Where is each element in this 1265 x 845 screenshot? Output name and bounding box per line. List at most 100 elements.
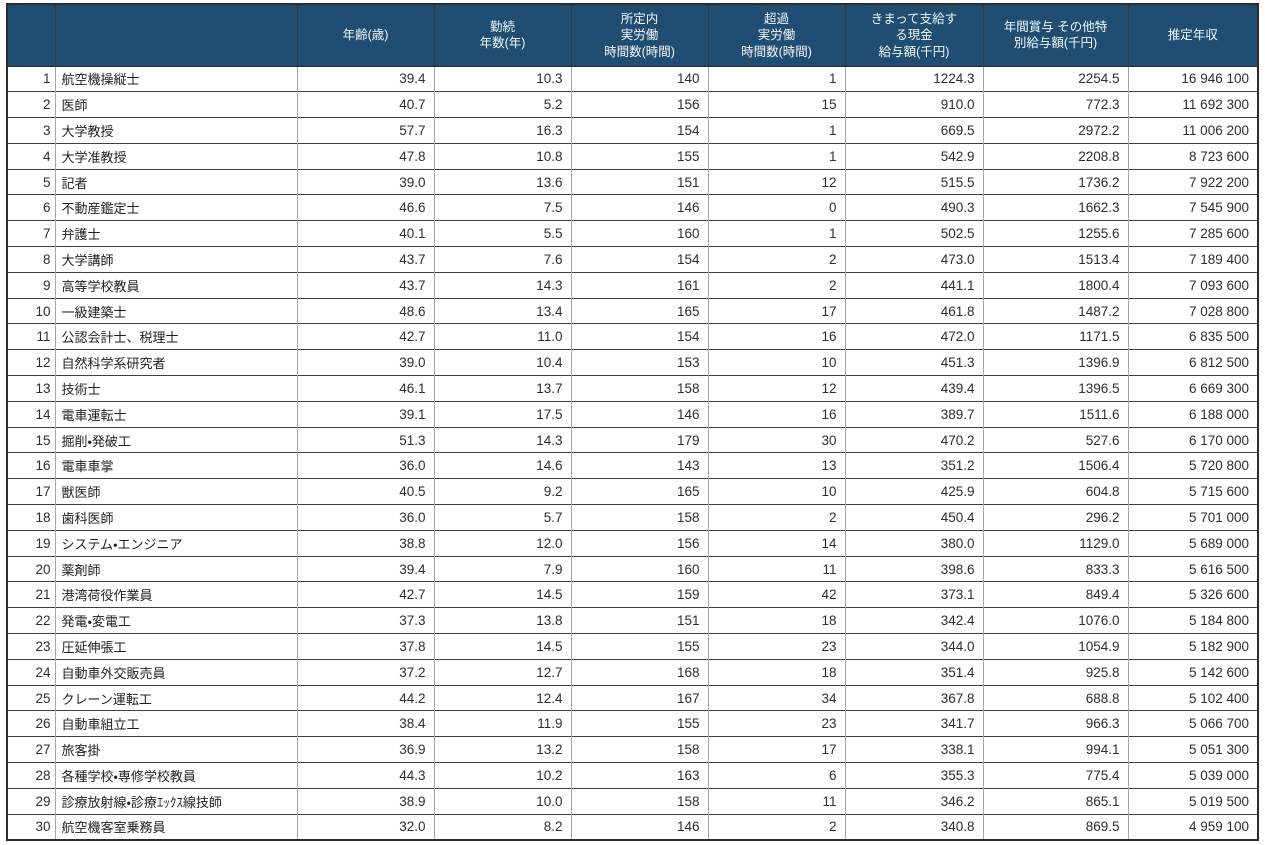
cell-monthly-salary: 389.7 (844, 400, 983, 428)
cell-occupation: クレーン運転工 (54, 684, 297, 711)
cell-scheduled-hours: 154 (570, 323, 708, 350)
cell-overtime-hours: 16 (707, 400, 845, 428)
cell-annual-bonus: 1076.0 (982, 607, 1128, 634)
cell-annual-bonus: 775.4 (982, 762, 1128, 789)
cell-age: 51.3 (296, 426, 434, 453)
cell-rank: 26 (7, 710, 55, 737)
cell-tenure: 13.2 (433, 736, 571, 763)
cell-rank: 20 (7, 555, 55, 582)
cell-scheduled-hours: 151 (570, 607, 708, 634)
cell-tenure: 14.5 (433, 633, 571, 660)
cell-overtime-hours: 42 (707, 581, 845, 608)
cell-tenure: 16.3 (433, 117, 571, 144)
cell-age: 39.4 (296, 555, 434, 582)
cell-overtime-hours: 2 (707, 246, 845, 273)
cell-scheduled-hours: 151 (570, 168, 708, 195)
cell-occupation: 大学教授 (54, 117, 297, 144)
cell-occupation: 一級建築士 (54, 297, 297, 324)
cell-tenure: 14.6 (433, 452, 571, 479)
cell-estimated-income: 5 715 600 (1127, 478, 1258, 505)
cell-rank: 2 (7, 91, 55, 118)
cell-estimated-income: 5 689 000 (1127, 529, 1258, 557)
cell-overtime-hours: 2 (707, 271, 845, 299)
cell-occupation: 自動車組立工 (54, 710, 297, 737)
cell-monthly-salary: 340.8 (844, 813, 983, 840)
cell-age: 42.7 (296, 581, 434, 608)
cell-estimated-income: 5 616 500 (1127, 555, 1258, 582)
cell-scheduled-hours: 146 (570, 194, 708, 221)
cell-rank: 1 (42, 71, 51, 87)
cell-tenure: 13.4 (433, 297, 571, 324)
cell-occupation: 発電・変電工 (54, 607, 297, 634)
cell-scheduled-hours: 158 (570, 375, 708, 402)
cell-scheduled-hours: 140 (570, 66, 708, 92)
cell-estimated-income: 5 066 700 (1127, 710, 1258, 737)
cell-monthly-salary: 461.8 (844, 297, 983, 324)
cell-rank: 13 (7, 375, 55, 402)
table-row: 2 医師 40.7 5.2 156 15 910.0 772.3 11 692 300 (7, 91, 1258, 118)
cell-scheduled-hours: 153 (570, 349, 708, 376)
cell-scheduled-hours: 165 (570, 297, 708, 324)
cell-scheduled-hours: 160 (570, 220, 708, 247)
col-header-scheduled-hours: 所定内 実労働 時間数(時間) (570, 4, 708, 67)
cell-annual-bonus: 1171.5 (982, 323, 1128, 350)
cell-rank: 19 (7, 529, 55, 557)
table-row: 7 弁護士 40.1 5.5 160 1 502.5 1255.6 7 285 600 (7, 220, 1258, 247)
cell-monthly-salary: 473.0 (844, 246, 983, 273)
cell-annual-bonus: 2972.2 (982, 117, 1128, 144)
table-row: 30 航空機客室乗務員 32.0 8.2 146 2 340.8 869.5 4 959 100 (7, 813, 1258, 840)
cell-rank: 11 (7, 323, 55, 350)
cell-monthly-salary: 346.2 (844, 787, 983, 815)
cell-monthly-salary: 1224.3 (844, 66, 983, 92)
cell-age: 42.7 (296, 323, 434, 350)
cell-annual-bonus: 833.3 (982, 555, 1128, 582)
cell-estimated-income: 5 051 300 (1127, 736, 1258, 763)
cell-scheduled-hours: 155 (570, 710, 708, 737)
cell-age: 32.0 (296, 813, 434, 840)
col-header-monthly-salary: きまって支給す る現金 給与額(千円) (844, 4, 983, 67)
table-row: 25 クレーン運転工 44.2 12.4 167 34 367.8 688.8 5 102 40… (7, 684, 1258, 711)
cell-overtime-hours: 16 (707, 323, 845, 350)
table-row: 15 掘削・発破工 51.3 14.3 179 30 470.2 527.6 6 170 000 (7, 426, 1258, 453)
cell-age: 43.7 (296, 271, 434, 299)
cell-tenure: 5.5 (433, 220, 571, 247)
cell-scheduled-hours: 154 (570, 117, 708, 144)
cell-overtime-hours: 17 (707, 736, 845, 763)
cell-scheduled-hours: 161 (570, 271, 708, 299)
table-row: 4 大学准教授 47.8 10.8 155 1 542.9 2208.8 8 723 600 (7, 142, 1258, 170)
cell-occupation: 獣医師 (54, 478, 297, 505)
cell-overtime-hours: 18 (707, 658, 845, 686)
cell-age: 38.9 (296, 787, 434, 815)
cell-monthly-salary: 338.1 (844, 736, 983, 763)
cell-occupation: 自然科学系研究者 (54, 349, 297, 376)
cell-monthly-salary: 367.8 (844, 684, 983, 711)
cell-monthly-salary: 342.4 (844, 607, 983, 634)
cell-annual-bonus: 966.3 (982, 710, 1128, 737)
table-row: 10 一級建築士 48.6 13.4 165 17 461.8 1487.2 7 028 800 (7, 297, 1258, 324)
cell-overtime-hours: 11 (707, 555, 845, 582)
cell-rank: 9 (7, 271, 55, 299)
cell-tenure: 7.5 (433, 194, 571, 221)
cell-overtime-hours: 1 (707, 117, 845, 144)
table-row: 21 港湾荷役作業員 42.7 14.5 159 42 373.1 849.4 5 326 60… (7, 581, 1258, 608)
cell-age: 37.3 (296, 607, 434, 634)
col-header-estimated-income: 推定年収 (1127, 4, 1258, 67)
cell-scheduled-hours: 158 (570, 736, 708, 763)
cell-tenure: 12.0 (433, 529, 571, 557)
cell-rank: 28 (7, 762, 55, 789)
cell-occupation: 大学准教授 (54, 142, 297, 170)
cell-scheduled-hours: 155 (570, 142, 708, 170)
cell-age: 39.0 (296, 349, 434, 376)
cell-tenure: 14.3 (433, 426, 571, 453)
cell-annual-bonus: 1396.5 (982, 375, 1128, 402)
cell-rank: 16 (7, 452, 55, 479)
cell-occupation: 弁護士 (54, 220, 297, 247)
cell-occupation: 航空機操縦士 (54, 66, 297, 92)
cell-age: 39.0 (296, 168, 434, 195)
cell-overtime-hours: 1 (707, 66, 845, 92)
cell-rank: 25 (7, 684, 55, 711)
cell-estimated-income: 4 959 100 (1127, 813, 1258, 840)
cell-age: 47.8 (296, 142, 434, 170)
cell-rank: 14 (7, 400, 55, 428)
table-row: 17 獣医師 40.5 9.2 165 10 425.9 604.8 5 715 600 (7, 478, 1258, 505)
